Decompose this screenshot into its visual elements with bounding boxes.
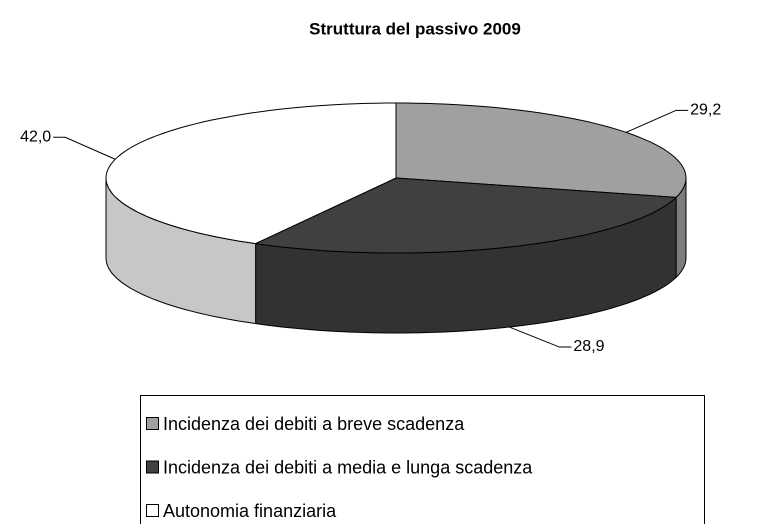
data-label: 28,9	[573, 338, 604, 355]
legend-swatch	[146, 460, 159, 474]
data-label: 29,2	[690, 102, 721, 119]
legend-swatch	[146, 417, 159, 430]
leader-line	[53, 136, 116, 160]
legend-swatch	[146, 504, 159, 517]
leader-line	[509, 326, 572, 348]
legend-label: Autonomia finanziaria	[163, 501, 337, 521]
data-label: 42,0	[20, 128, 51, 145]
chart-title: Struttura del passivo 2009	[309, 19, 521, 38]
pie-slice	[105, 102, 397, 245]
legend-box	[140, 395, 705, 524]
pie-slice	[253, 177, 678, 254]
leader-line	[625, 109, 689, 133]
legend-label: Incidenza dei debiti a media e lunga sca…	[163, 457, 533, 477]
legend-label: Incidenza dei debiti a breve scadenza	[163, 414, 465, 434]
pie-slice	[395, 102, 687, 198]
